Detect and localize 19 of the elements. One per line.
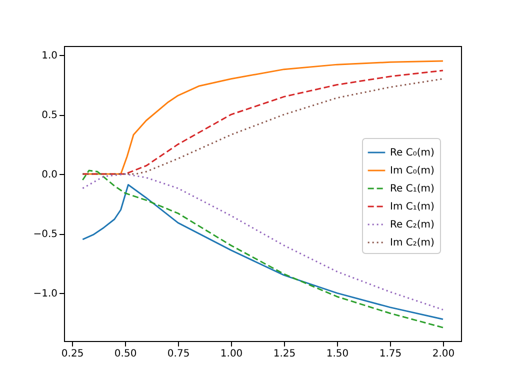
legend-label: Re C₁(m) (390, 184, 434, 194)
legend-label: Re C₀(m) (390, 148, 434, 158)
legend-label: Im C₂(m) (390, 238, 435, 248)
y-tick-label: 1.0 (42, 50, 58, 62)
x-tick-label: 0.75 (167, 348, 190, 360)
x-tick-label: 1.50 (326, 348, 349, 360)
legend-label: Im C₁(m) (390, 202, 435, 212)
x-tick-label: 1.00 (220, 348, 243, 360)
x-tick-label: 1.75 (379, 348, 402, 360)
x-tick-label: 2.00 (432, 348, 455, 360)
y-tick-label: −0.5 (33, 229, 58, 240)
y-tick-label: −1.0 (33, 288, 58, 300)
y-tick-label: 0.5 (42, 110, 58, 122)
legend-label: Re C₂(m) (390, 220, 434, 230)
y-tick-label: 0.0 (42, 170, 58, 181)
x-tick-label: 0.50 (114, 348, 137, 360)
x-tick-label: 0.25 (61, 348, 84, 360)
x-tick-label: 1.25 (273, 348, 296, 360)
legend-label: Im C₀(m) (390, 166, 435, 176)
